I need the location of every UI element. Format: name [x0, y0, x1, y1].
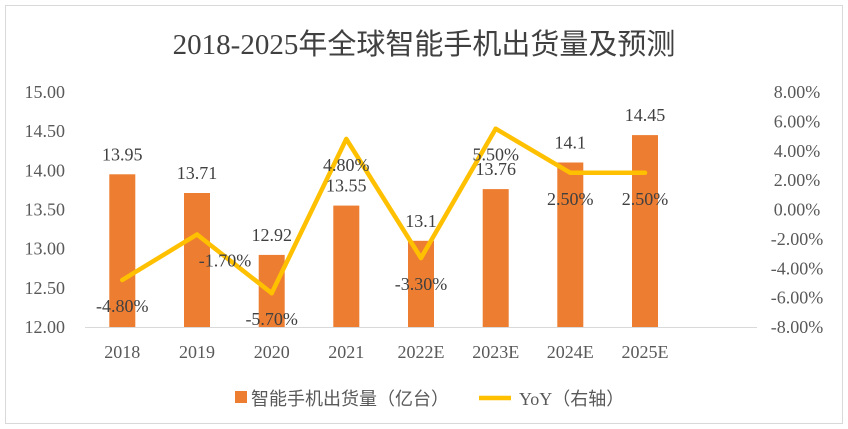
category-labels: 2018 2019 2020 2021 2022E 2023E 2024E 2025E — [104, 342, 668, 362]
category-label: 2025E — [622, 342, 669, 362]
right-axis-ticks: 8.00% 6.00% 4.00% 2.00% 0.00% -2.00% -4.00% -6.… — [771, 82, 824, 337]
bar — [333, 205, 360, 327]
bar-data-label: 13.55 — [326, 176, 367, 196]
category-label: 2019 — [179, 342, 215, 362]
bar-data-label: 13.71 — [177, 163, 218, 183]
bar-data-label: 14.1 — [555, 133, 587, 153]
left-axis-ticks: 15.00 14.50 14.00 13.50 13.00 12.50 12.00 — [25, 82, 66, 337]
legend: 智能手机出货量（亿台） YoY（右轴） — [235, 389, 624, 409]
left-tick-label: 13.50 — [25, 200, 66, 220]
yoy-line — [120, 126, 648, 296]
bar — [557, 162, 584, 327]
category-label: 2018 — [104, 342, 140, 362]
yoy-data-label: 2.50% — [622, 189, 669, 209]
bar-data-label: 12.92 — [251, 225, 292, 245]
bar — [184, 193, 210, 327]
left-tick-label: 15.00 — [25, 82, 66, 102]
yoy-point — [344, 136, 349, 142]
legend-label-shipments: 智能手机出货量（亿台） — [251, 389, 449, 409]
yoy-point — [269, 291, 274, 296]
right-tick-label: 0.00% — [774, 200, 821, 220]
yoy-data-label: -1.70% — [199, 251, 252, 271]
yoy-point — [493, 126, 498, 131]
yoy-data-label: 5.50% — [472, 145, 519, 165]
right-tick-label: -8.00% — [771, 317, 824, 337]
yoy-data-labels: -4.80% -1.70% -5.70% 4.80% -3.30% 5.50% 2.50% 2… — [96, 145, 668, 330]
right-tick-label: 8.00% — [774, 82, 821, 102]
yoy-data-label: 2.50% — [547, 189, 594, 209]
chart-title: 2018-2025年全球智能手机出货量及预测 — [173, 28, 676, 61]
line-series-yoy — [120, 126, 648, 296]
left-tick-label: 14.00 — [25, 160, 66, 180]
bar-data-label: 13.1 — [405, 211, 437, 231]
bar — [632, 135, 658, 327]
left-tick-label: 13.00 — [25, 239, 66, 259]
yoy-data-label: -5.70% — [245, 309, 298, 329]
right-tick-label: -2.00% — [771, 229, 824, 249]
legend-swatch-shipments — [235, 391, 247, 403]
left-tick-label: 14.50 — [25, 121, 66, 141]
yoy-data-label: -3.30% — [395, 274, 448, 294]
bar — [482, 189, 509, 327]
category-label: 2023E — [472, 342, 519, 362]
category-label: 2024E — [547, 342, 594, 362]
bar-data-label: 13.95 — [102, 144, 143, 164]
bar-data-label: 13.76 — [475, 159, 516, 179]
right-tick-label: 4.00% — [774, 141, 821, 161]
yoy-data-label: -4.80% — [96, 296, 149, 316]
bar-data-label: 14.45 — [625, 105, 666, 125]
yoy-data-label: 4.80% — [323, 155, 370, 175]
yoy-point — [568, 170, 573, 175]
legend-label-yoy: YoY（右轴） — [519, 389, 624, 409]
yoy-point — [418, 255, 424, 261]
bar-data-labels: 13.95 13.71 12.92 13.55 13.1 13.76 14.1 14.45 — [102, 105, 665, 245]
right-tick-label: -4.00% — [771, 258, 824, 278]
left-tick-label: 12.00 — [25, 317, 66, 337]
chart-border — [5, 5, 843, 424]
yoy-point — [120, 277, 125, 283]
right-tick-label: 2.00% — [774, 170, 821, 190]
left-tick-label: 12.50 — [25, 278, 66, 298]
right-tick-label: 6.00% — [774, 111, 821, 131]
yoy-point — [642, 170, 648, 175]
category-label: 2021 — [328, 342, 364, 362]
category-label: 2020 — [254, 342, 290, 362]
yoy-points — [120, 126, 648, 296]
right-tick-label: -6.00% — [771, 288, 824, 308]
yoy-point — [194, 232, 200, 237]
category-label: 2022E — [398, 342, 445, 362]
bar — [109, 174, 136, 327]
